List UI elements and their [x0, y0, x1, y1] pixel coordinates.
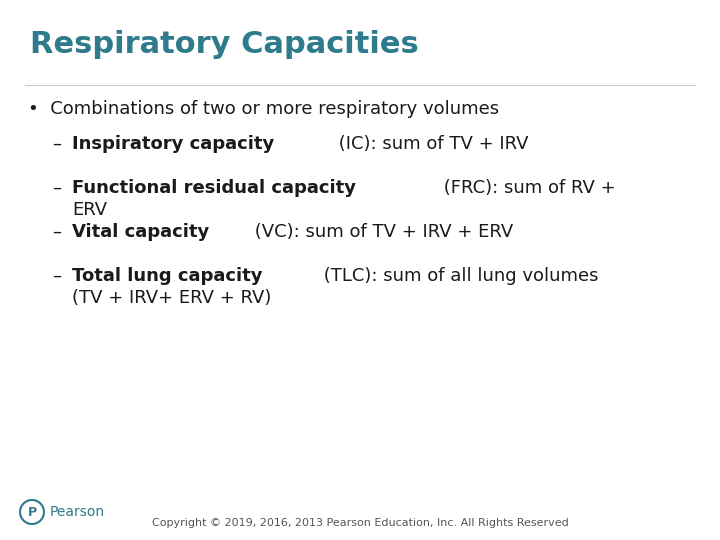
- Text: (TLC): sum of all lung volumes: (TLC): sum of all lung volumes: [318, 267, 598, 285]
- Text: –: –: [52, 223, 61, 241]
- Text: Functional residual capacity: Functional residual capacity: [72, 179, 356, 197]
- Text: (TV + IRV+ ERV + RV): (TV + IRV+ ERV + RV): [72, 289, 271, 307]
- Text: –: –: [52, 179, 61, 197]
- Text: Respiratory Capacities: Respiratory Capacities: [30, 30, 419, 59]
- Text: (IC): sum of TV + IRV: (IC): sum of TV + IRV: [333, 135, 528, 153]
- Text: Pearson: Pearson: [50, 505, 105, 519]
- Text: (VC): sum of TV + IRV + ERV: (VC): sum of TV + IRV + ERV: [249, 223, 513, 241]
- Text: –: –: [52, 267, 61, 285]
- Text: P: P: [27, 505, 37, 518]
- Text: •  Combinations of two or more respiratory volumes: • Combinations of two or more respirator…: [28, 100, 499, 118]
- Text: Inspiratory capacity: Inspiratory capacity: [72, 135, 274, 153]
- Text: ERV: ERV: [72, 201, 107, 219]
- Text: Vital capacity: Vital capacity: [72, 223, 210, 241]
- Text: –: –: [52, 135, 61, 153]
- Text: Copyright © 2019, 2016, 2013 Pearson Education, Inc. All Rights Reserved: Copyright © 2019, 2016, 2013 Pearson Edu…: [152, 518, 568, 528]
- Text: (FRC): sum of RV +: (FRC): sum of RV +: [438, 179, 616, 197]
- Text: Total lung capacity: Total lung capacity: [72, 267, 263, 285]
